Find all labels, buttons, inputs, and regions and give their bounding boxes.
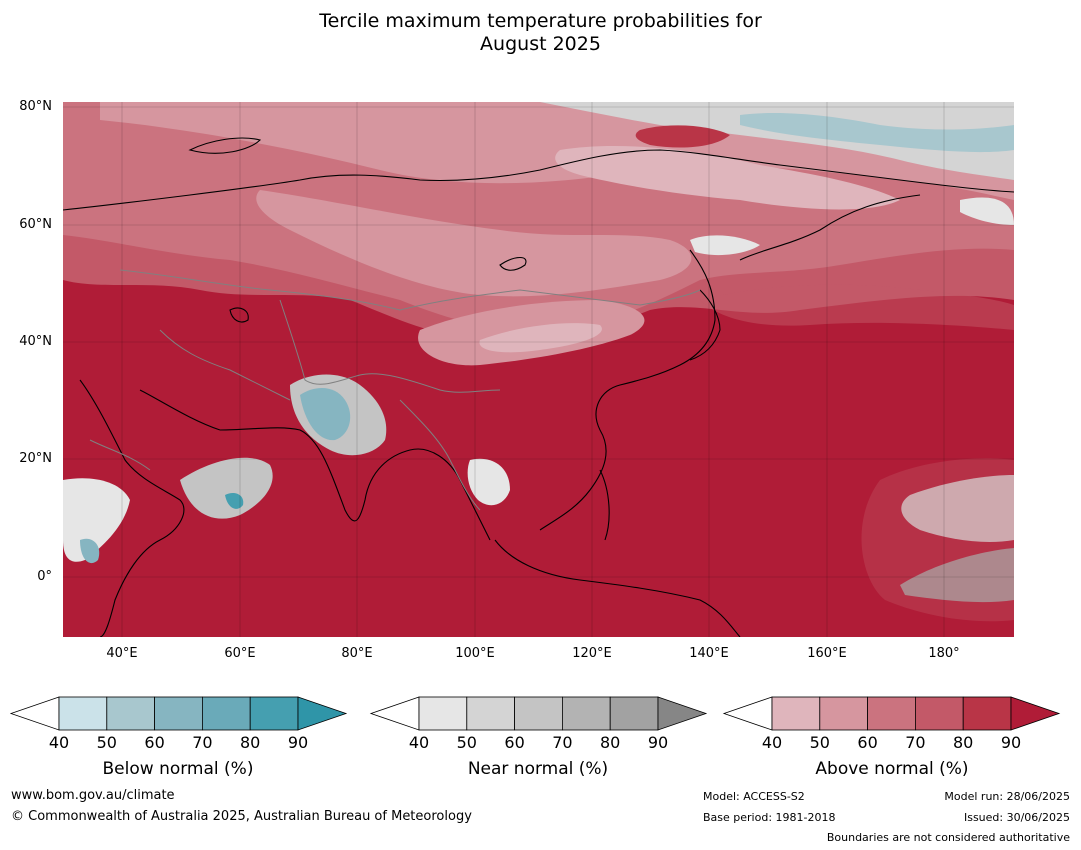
legend-tick-label: 40 (408, 733, 430, 752)
legend-color-segment (819, 696, 868, 731)
legend-high-extend-arrow (297, 696, 348, 731)
legend-color-segment (154, 696, 203, 731)
legend-high-extend-arrow (657, 696, 708, 731)
near-normal-region-okhotsk (690, 235, 760, 256)
legend-below-normal (9, 696, 348, 731)
lat-label-60n: 60°N (19, 217, 52, 232)
legend-low-extend-triangle (369, 696, 420, 731)
legend-tick-label: 70 (552, 733, 573, 752)
legend-tick-label: 80 (953, 733, 974, 752)
lat-label-20n: 20°N (19, 451, 52, 466)
lon-label-60e: 60°E (224, 646, 256, 661)
legend-color-segment (962, 696, 1012, 731)
near-normal-region-east-africa (63, 478, 130, 562)
above-normal-region-arctic-red (635, 125, 730, 148)
map-title-line1: Tercile maximum temperature probabilitie… (319, 10, 762, 32)
legend-tick-label: 70 (905, 733, 926, 752)
legend-near-normal (369, 696, 708, 731)
legend-tick-label: 70 (192, 733, 213, 752)
legend-low-extend-triangle (9, 696, 60, 731)
lat-label-40n: 40°N (19, 334, 52, 349)
legend-tick-label: 90 (1000, 733, 1022, 752)
lon-label-160e: 160°E (807, 646, 847, 661)
legend-tick-label: 50 (96, 733, 117, 752)
lon-label-80e: 80°E (341, 646, 373, 661)
legend-color-segment (466, 696, 515, 731)
lon-label-40e: 40°E (106, 646, 138, 661)
map-title-line2: August 2025 (480, 33, 601, 55)
lon-label-100e: 100°E (455, 646, 495, 661)
legend-tick-label: 50 (456, 733, 477, 752)
coastlines (63, 137, 1014, 637)
near-normal-region-pacific-south (900, 548, 1014, 603)
legend-color-segment (562, 696, 611, 731)
lat-label-0: 0° (37, 569, 52, 584)
legend-color-segment (418, 696, 468, 731)
legend-color-segment (201, 696, 251, 731)
legend-high-extend-arrow (1010, 696, 1061, 731)
model-run-date: Model run: 28/06/2025 (944, 790, 1070, 803)
legend-tick-label: 90 (287, 733, 309, 752)
lon-label-120e: 120°E (572, 646, 612, 661)
base-period: Base period: 1981-2018 (703, 811, 836, 824)
legend-tick-label: 90 (647, 733, 669, 752)
near-normal-region-kamchatka (960, 197, 1014, 225)
country-borders (89, 269, 701, 511)
below-normal-region-arabian-sea (225, 493, 244, 509)
boundaries-disclaimer: Boundaries are not considered authoritat… (826, 831, 1070, 844)
legend-low-extend-triangle (722, 696, 773, 731)
lon-label-140e: 140°E (689, 646, 729, 661)
lat-label-80n: 80°N (19, 99, 52, 114)
legend-tick-label: 50 (809, 733, 830, 752)
map-area (63, 102, 1014, 637)
legend-near-normal-title: Near normal (%) (467, 759, 609, 779)
legend-tick-label: 60 (144, 733, 165, 752)
near-normal-region-pacific-north (901, 475, 1014, 542)
above-normal-40-region-mongolia (479, 323, 602, 353)
legend-tick-label: 60 (857, 733, 878, 752)
above-normal-70-region-pacific (861, 458, 1014, 622)
below-normal-region-east-africa (80, 538, 100, 564)
near-normal-region-indochina (467, 458, 510, 506)
near-normal-region-arabian-sea (180, 457, 273, 519)
legend-above-normal (722, 696, 1061, 731)
legend-color-segment (867, 696, 916, 731)
legend-below-normal-title: Below normal (%) (102, 759, 254, 779)
website-link[interactable]: www.bom.gov.au/climate (11, 788, 175, 803)
above-normal-40-region-siberia (555, 145, 900, 210)
legend-above-normal-title: Above normal (%) (815, 759, 969, 779)
near-normal-region-arctic (540, 102, 1014, 180)
legend-tick-label: 60 (504, 733, 525, 752)
legend-color-segment (915, 696, 964, 731)
graticule (63, 102, 1014, 637)
legend-tick-label: 80 (240, 733, 261, 752)
issued-date: Issued: 30/06/2025 (963, 811, 1070, 824)
legend-color-segment (58, 696, 108, 731)
model-name: Model: ACCESS-S2 (703, 790, 805, 803)
legend-color-segment (514, 696, 563, 731)
below-normal-region-india (300, 388, 351, 441)
legend-color-segment (249, 696, 299, 731)
lon-label-180: 180° (928, 646, 960, 661)
legend-color-segment (771, 696, 821, 731)
legend-tick-label: 40 (48, 733, 70, 752)
above-normal-50-region-central (256, 190, 692, 297)
map-title: Tercile maximum temperature probabilitie… (0, 10, 1081, 56)
copyright-text: © Commonwealth of Australia 2025, Austra… (11, 809, 472, 824)
below-normal-region-arctic (740, 113, 1014, 153)
above-normal-70-region-north-pacific (700, 284, 1014, 330)
legend-tick-label: 80 (600, 733, 621, 752)
legend-color-segment (609, 696, 659, 731)
legend-tick-label: 40 (761, 733, 783, 752)
legend-color-segment (106, 696, 156, 731)
